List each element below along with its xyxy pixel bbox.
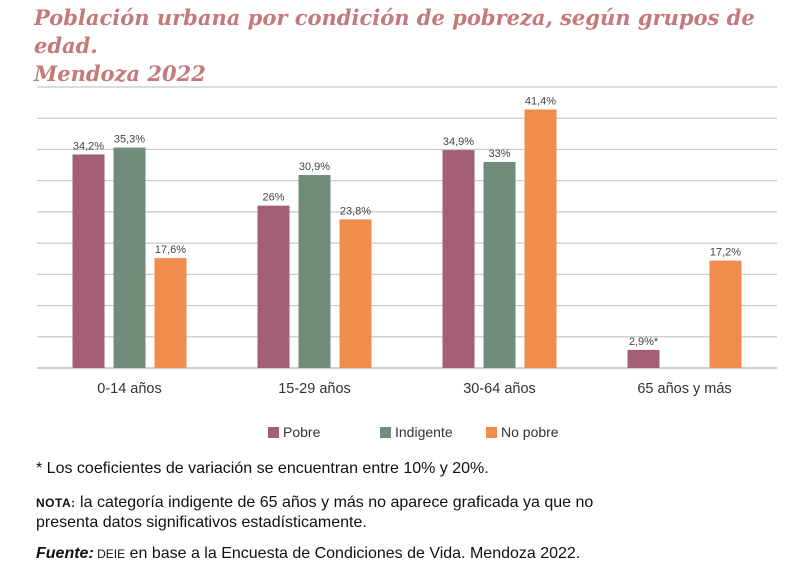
- bar-no-pobre-1: [154, 258, 187, 368]
- bar-indigente-1: [113, 147, 146, 368]
- bar-indigente-2: [298, 175, 331, 368]
- bar-no-pobre-2: [339, 219, 372, 368]
- nota-label: NOTA:: [36, 496, 76, 510]
- legend-item-indigente: Indigente: [380, 424, 453, 440]
- data-label: 17,6%: [155, 244, 186, 256]
- data-label: 26%: [262, 192, 284, 204]
- data-label: 34,9%: [443, 136, 474, 148]
- x-tick-label: 30-64 años: [463, 381, 536, 397]
- nota-block: NOTA: la categoría indigente de 65 años …: [36, 493, 593, 533]
- data-labels: 34,2% 35,3% 17,6% 26% 30,9% 23,8% 34,9% 33% 41,4…: [73, 95, 741, 347]
- bar-no-pobre-3: [524, 109, 557, 368]
- asterisk-note: * Los coeficientes de variación se encue…: [36, 460, 489, 477]
- legend-swatch-indigente: [380, 426, 391, 438]
- legend-label-no-pobre: No pobre: [501, 424, 559, 440]
- data-label: 35,3%: [114, 134, 145, 146]
- data-label: 2,9%*: [629, 336, 659, 348]
- bar-indigente-3: [483, 161, 516, 368]
- data-label: 23,8%: [340, 205, 371, 217]
- x-tick-labels: 0-14 años 15-29 años 30-64 años 65 años y m…: [97, 381, 731, 397]
- data-label: 30,9%: [299, 161, 330, 173]
- gridlines: [37, 86, 777, 369]
- chart-title-line-2: Mendoza 2022: [34, 61, 206, 86]
- bar-pobre-4: [627, 349, 660, 368]
- bar-pobre-1: [72, 154, 105, 368]
- fuente-org: DEIE: [93, 547, 126, 561]
- bar-pobre-3: [442, 150, 475, 368]
- data-label: 41,4%: [525, 95, 556, 107]
- fuente-label: Fuente:: [36, 545, 94, 562]
- x-tick-label: 0-14 años: [97, 381, 162, 397]
- legend-swatch-no-pobre: [486, 426, 497, 438]
- nota-text-1: la categoría indigente de 65 años y más …: [75, 494, 594, 511]
- nota-line-2: presenta datos significativos estadístic…: [36, 514, 367, 531]
- bars: [72, 109, 742, 368]
- x-tick-label: 15-29 años: [278, 381, 351, 397]
- fuente-text: en base a la Encuesta de Condiciones de …: [125, 545, 581, 562]
- legend-item-pobre: Pobre: [268, 424, 320, 440]
- data-label: 33%: [488, 148, 510, 160]
- chart-title: Población urbana por condición de pobrez…: [34, 4, 794, 88]
- legend-item-no-pobre: No pobre: [486, 424, 559, 440]
- data-label: 34,2%: [73, 140, 104, 152]
- data-label: 17,2%: [710, 247, 741, 259]
- legend-swatch-pobre: [268, 426, 279, 438]
- bar-no-pobre-4: [709, 260, 742, 368]
- legend-label-indigente: Indigente: [395, 424, 453, 440]
- x-tick-label: 65 años y más: [637, 381, 731, 397]
- legend-label-pobre: Pobre: [283, 424, 321, 440]
- bar-pobre-2: [257, 205, 290, 368]
- nota-line-1: NOTA: la categoría indigente de 65 años …: [36, 493, 593, 513]
- chart-title-line-1: Población urbana por condición de pobrez…: [34, 5, 755, 58]
- bar-chart: 34,2% 35,3% 17,6% 26% 30,9% 23,8% 34,9% 33% 41,4…: [37, 86, 777, 397]
- fuente-line: Fuente: DEIE en base a la Encuesta de Co…: [36, 544, 580, 564]
